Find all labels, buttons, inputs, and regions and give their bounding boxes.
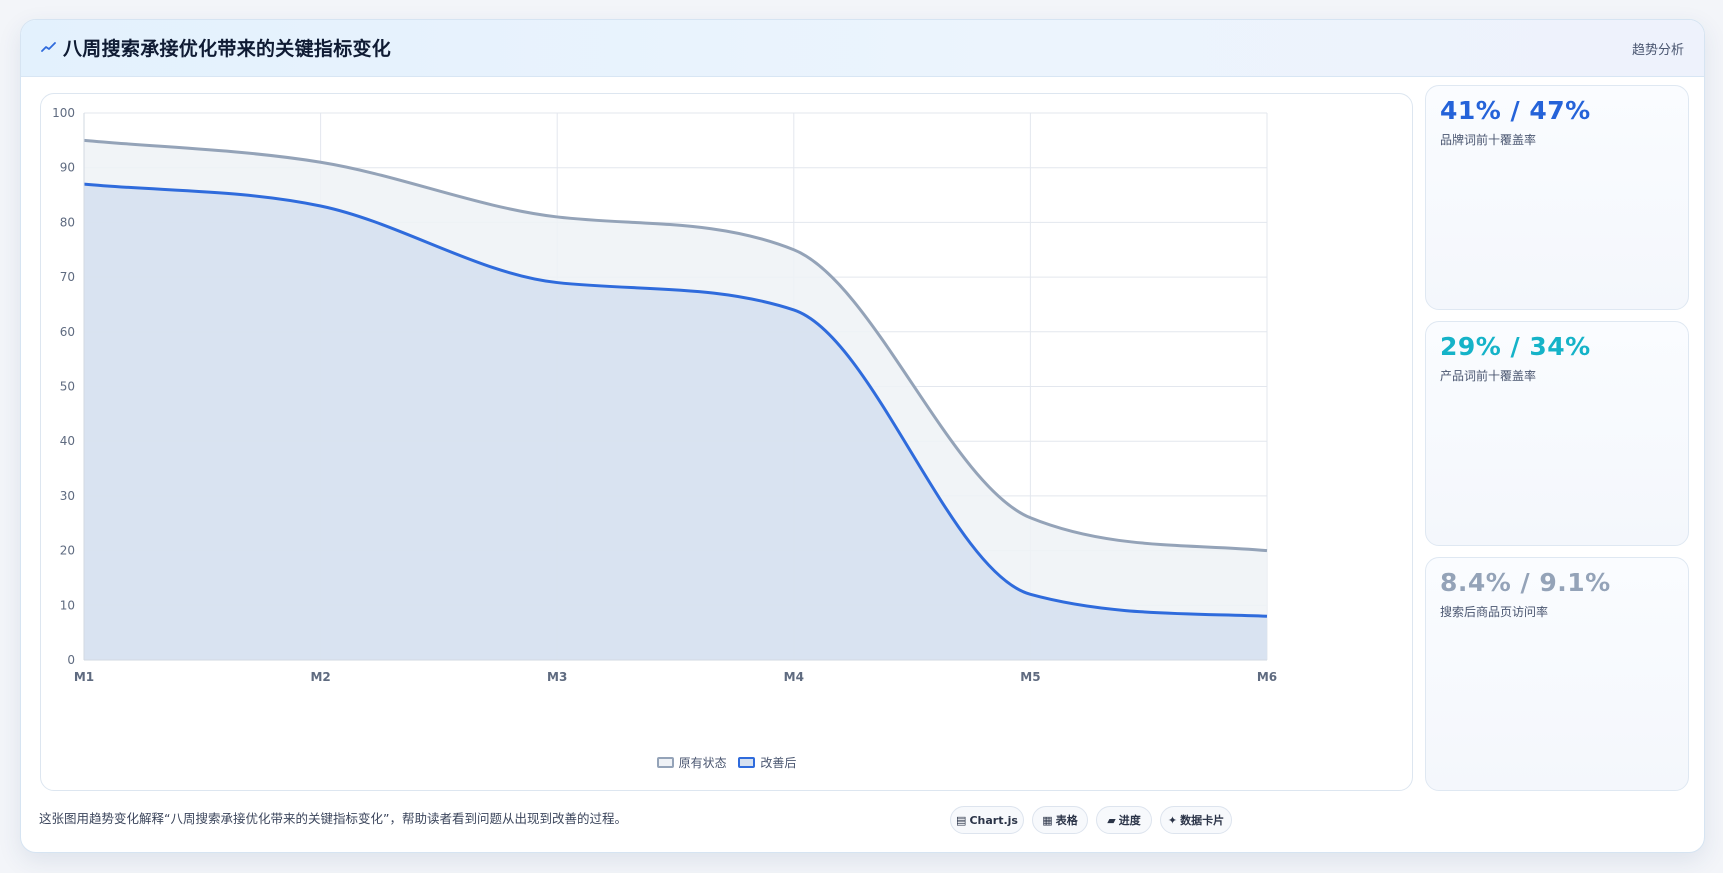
y-tick-label: 0 [67,653,75,667]
x-tick-label: M2 [310,670,330,684]
chart-icon: ▤ [956,813,967,827]
dashboard-card: 八周搜索承接优化带来的关键指标变化 趋势分析 0 10 20 30 40 50 60 70 80… [20,19,1705,853]
y-tick-label: 100 [52,106,75,120]
trend-line-icon [41,42,56,52]
chip-label-data-card: 数据卡片 [1180,814,1225,827]
kpi-value-brand: 41% / 47% [1440,96,1591,125]
header-tag: 趋势分析 [1631,43,1684,58]
progress-icon: ▰ [1107,813,1116,827]
series-line-1 [83,182,1268,618]
series-line-0 [83,138,1268,553]
chip-label-progress: 进度 [1118,814,1141,827]
y-tick-label: 60 [60,325,75,339]
chart-legend: 原有状态 改善后 [41,754,1412,771]
chip-table[interactable]: ▦ 表格 [1032,806,1088,834]
sparkle-icon: ✦ [1167,813,1178,827]
y-tick-label: 50 [60,380,75,394]
chip-label-table: 表格 [1055,814,1078,827]
kpi-label-brand: 品牌词前十覆盖率 [1440,133,1537,147]
series-area-1 [84,184,1267,661]
y-tick-label: 70 [60,270,75,284]
page-title: 八周搜索承接优化带来的关键指标变化 [63,38,392,60]
chart-panel: 0 10 20 30 40 50 60 70 80 90 100 M1 M2 M3 M4 M5 M6 原有状态 … [40,93,1413,791]
y-tick-label: 10 [60,598,75,612]
chip-label-chartjs: Chart.js [969,813,1018,827]
legend-item-improved[interactable]: 改善后 [738,754,796,771]
x-tick-label: M6 [1257,670,1277,684]
x-tick-label: M4 [784,670,804,684]
kpi-card-product: 29% / 34% 产品词前十覆盖率 [1425,321,1689,546]
legend-swatch-original [656,757,674,768]
legend-label-improved: 改善后 [760,756,797,770]
chart-caption: 这张图用趋势变化解释“八周搜索承接优化带来的关键指标变化”，帮助读者看到问题从出… [39,811,627,826]
kpi-card-brand: 41% / 47% 品牌词前十覆盖率 [1425,85,1689,310]
legend-label-original: 原有状态 [678,756,727,770]
kpi-label-visit-rate: 搜索后商品页访问率 [1440,605,1549,619]
table-icon: ▦ [1042,813,1053,827]
kpi-card-visit-rate: 8.4% / 9.1% 搜索后商品页访问率 [1425,557,1689,791]
card-header: 八周搜索承接优化带来的关键指标变化 趋势分析 [21,20,1704,77]
chip-data-card[interactable]: ✦ 数据卡片 [1160,806,1232,834]
y-tick-label: 40 [60,434,75,448]
kpi-value-visit-rate: 8.4% / 9.1% [1440,568,1611,597]
y-tick-label: 20 [60,544,75,558]
x-tick-label: M5 [1020,670,1040,684]
y-tick-label: 80 [60,215,75,229]
chip-chartjs[interactable]: ▤ Chart.js [950,806,1024,834]
legend-item-original[interactable]: 原有状态 [656,754,727,771]
legend-swatch-improved [738,757,756,768]
x-tick-label: M1 [74,670,94,684]
chip-progress[interactable]: ▰ 进度 [1096,806,1152,834]
y-tick-label: 30 [60,489,75,503]
y-tick-label: 90 [60,161,75,175]
x-tick-label: M3 [547,670,567,684]
kpi-label-product: 产品词前十覆盖率 [1440,369,1537,383]
area-chart: 0 10 20 30 40 50 60 70 80 90 100 M1 M2 M3 M4 M5 M6 [52,106,1277,684]
kpi-value-product: 29% / 34% [1440,332,1591,361]
